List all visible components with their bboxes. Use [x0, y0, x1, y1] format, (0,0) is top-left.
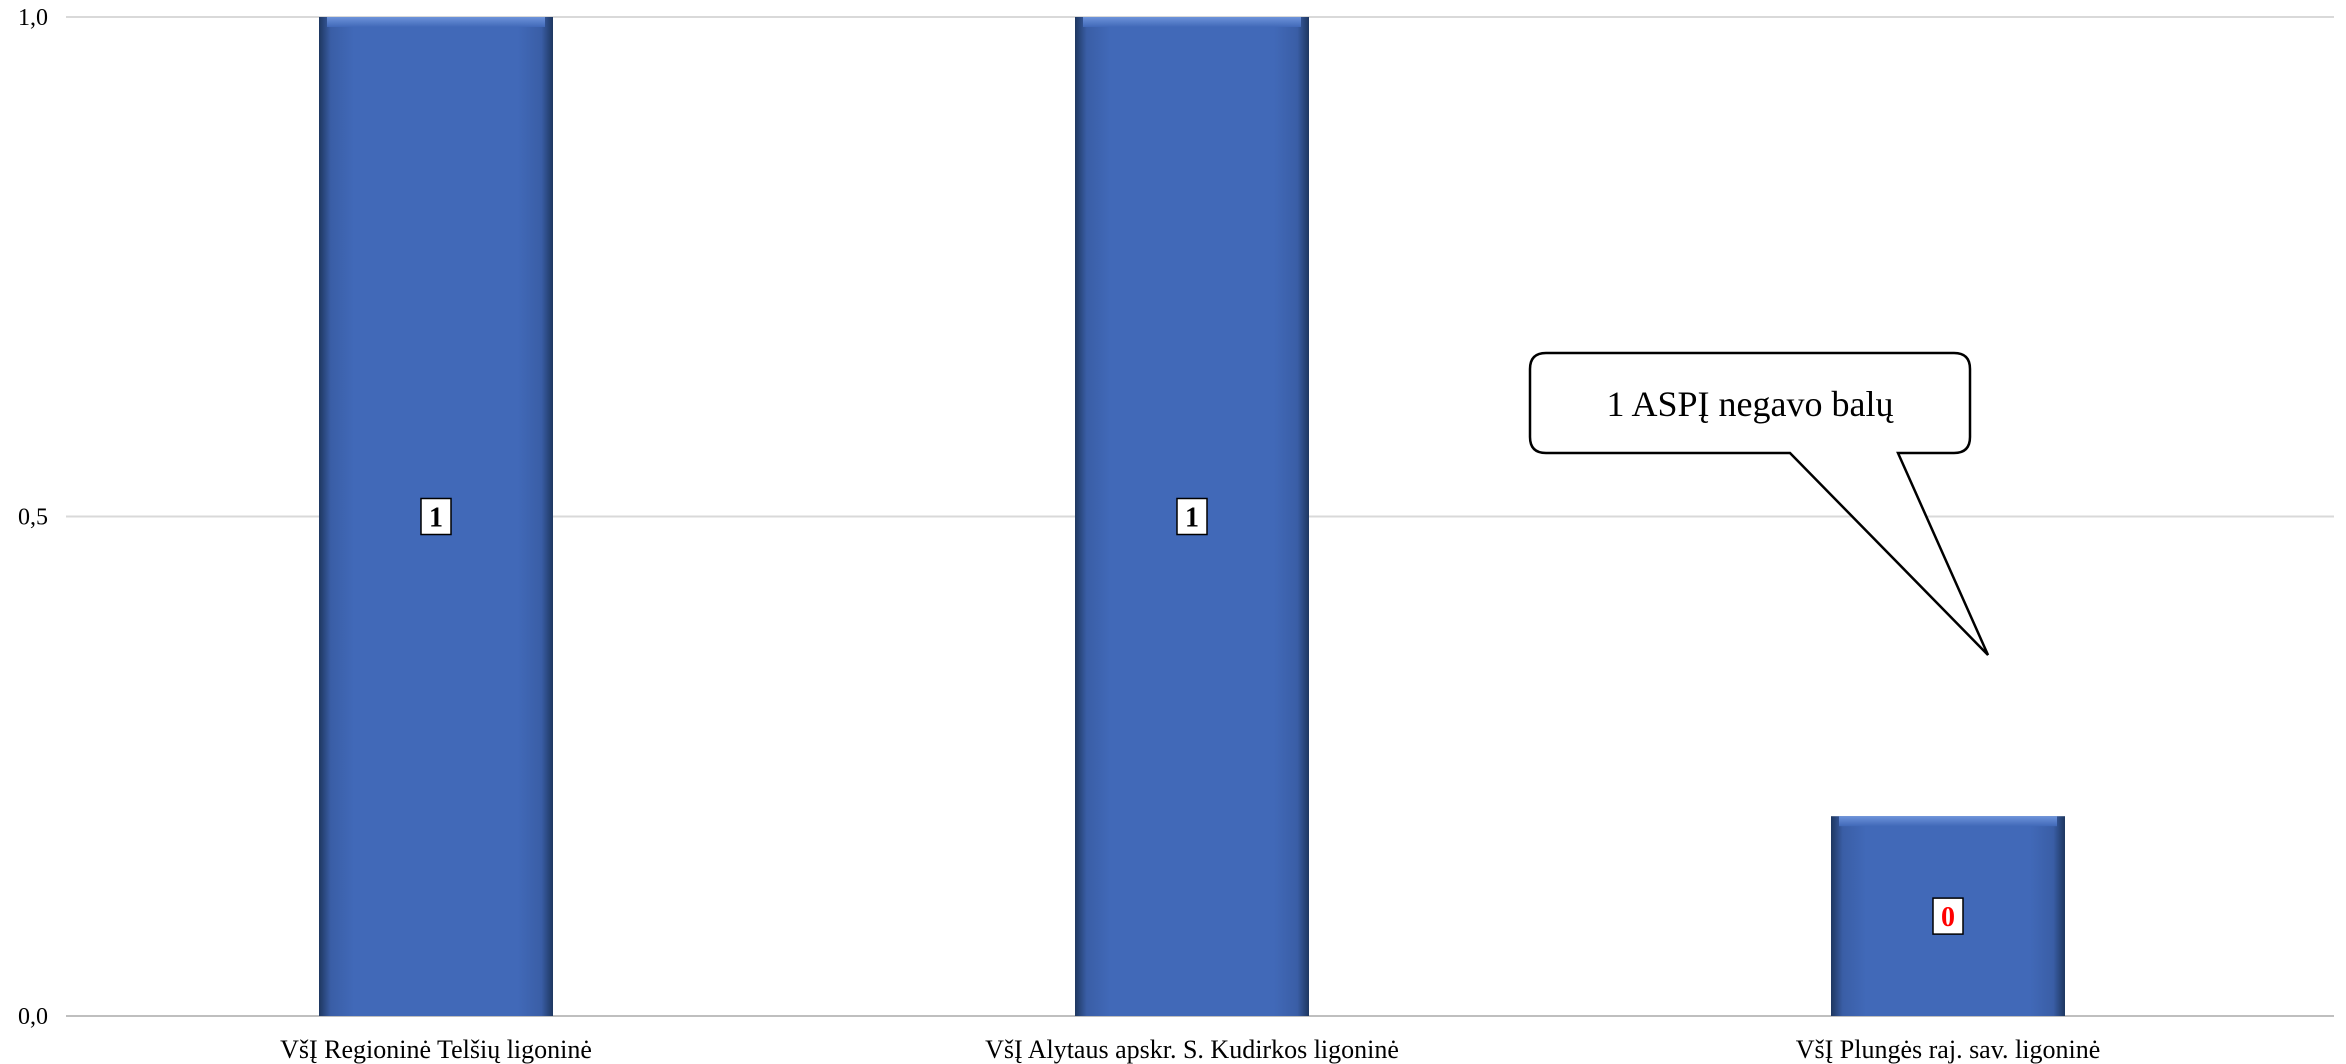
x-tick-label: VšĮ Regioninė Telšių ligoninė — [280, 1035, 592, 1064]
bar-highlight — [1083, 17, 1301, 27]
x-tick-label: VšĮ Plungės raj. sav. ligoninė — [1796, 1035, 2101, 1064]
annotation-callout: 1 ASPĮ negavo balų — [1528, 351, 1990, 656]
data-label: 1 — [1185, 503, 1199, 534]
data-label-box — [420, 497, 452, 536]
data-label-box — [1176, 497, 1208, 536]
x-axis: VšĮ Regioninė Telšių ligoninė VšĮ Alytaus… — [280, 1035, 2100, 1064]
bar-highlight — [1839, 816, 2057, 827]
data-label: 1 — [429, 503, 443, 534]
x-tick-label: VšĮ Alytaus apskr. S. Kudirkos ligoninė — [985, 1035, 1399, 1064]
y-tick-label: 0,0 — [18, 1004, 48, 1030]
callout-text: 1 ASPĮ negavo balų — [1607, 384, 1895, 424]
data-label: 0 — [1941, 902, 1955, 933]
bar-highlight — [327, 17, 545, 27]
y-axis: 0,0 0,5 1,0 — [18, 5, 48, 1030]
y-tick-label: 1,0 — [18, 5, 48, 31]
data-labels: 1 1 0 — [420, 497, 1964, 935]
y-tick-label: 0,5 — [18, 505, 48, 531]
callout-bubble — [1528, 351, 1990, 656]
data-label-box — [1932, 897, 1964, 935]
